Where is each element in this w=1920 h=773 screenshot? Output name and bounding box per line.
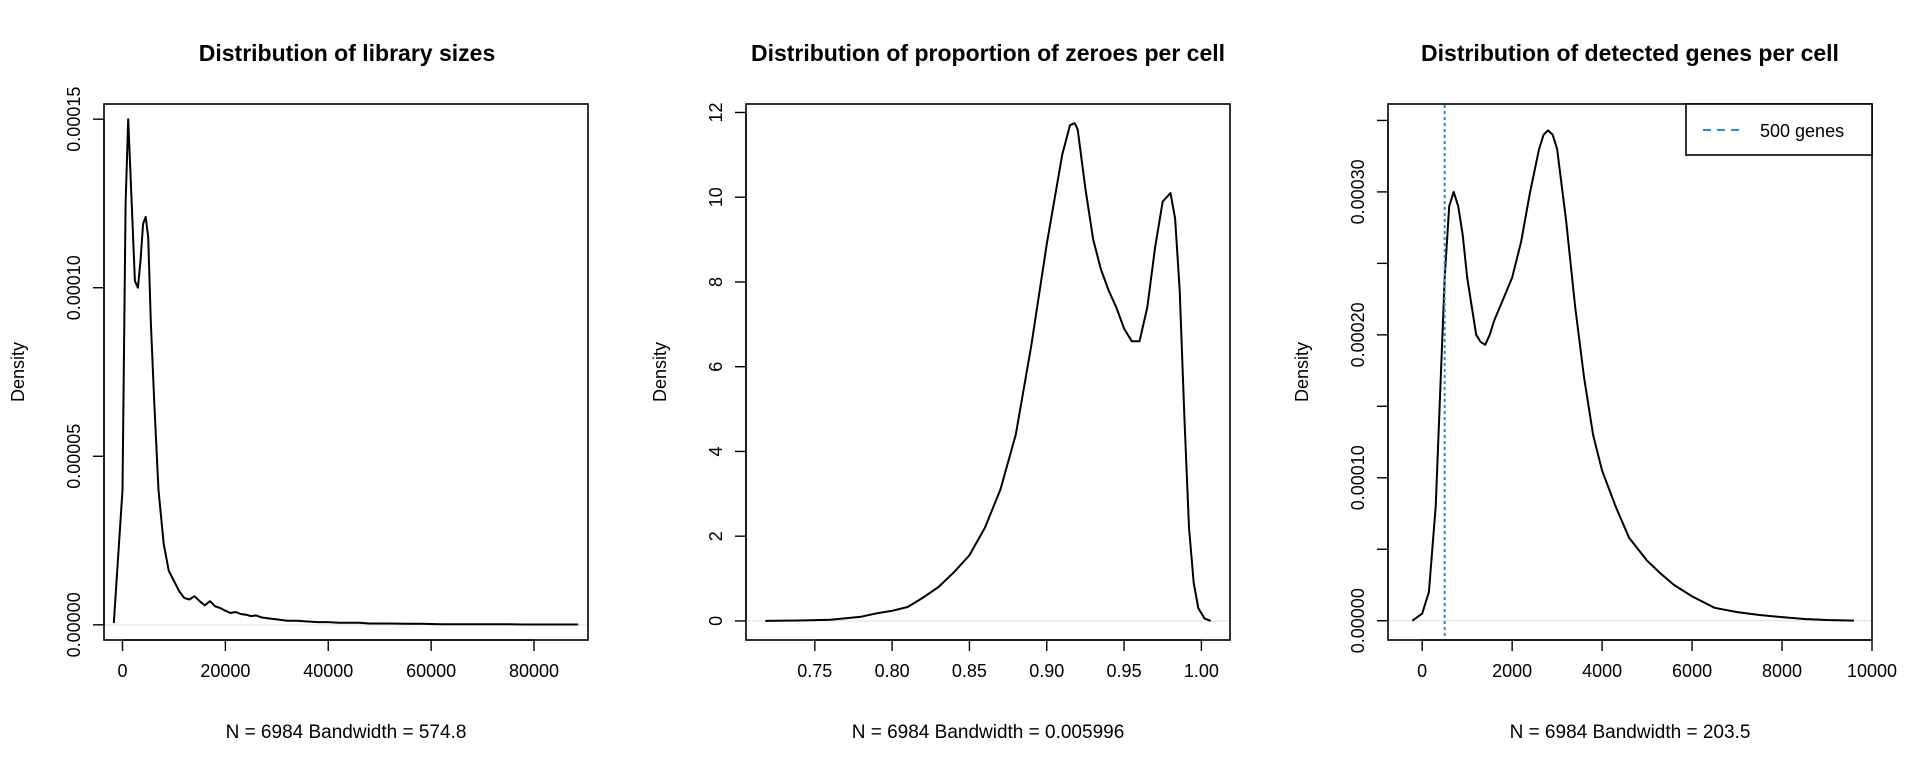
x-tick-label: 0.75 — [797, 661, 832, 681]
y-axis-label: Density — [1292, 342, 1312, 402]
x-tick-label: 0 — [118, 661, 128, 681]
y-tick-label: 0.00015 — [64, 87, 84, 152]
y-tick-label: 4 — [706, 446, 726, 456]
y-tick-label: 2 — [706, 531, 726, 541]
x-axis: 0 20000 40000 60000 80000 — [118, 639, 559, 681]
legend-label: 500 genes — [1760, 121, 1844, 141]
x-tick-label: 6000 — [1672, 661, 1712, 681]
y-tick-label: 10 — [706, 187, 726, 207]
y-tick-label: 0.00030 — [1348, 159, 1368, 224]
x-tick-label: 40000 — [303, 661, 353, 681]
plot-area — [1389, 105, 1871, 639]
x-tick-label: 20000 — [200, 661, 250, 681]
y-tick-label: 12 — [706, 102, 726, 122]
panel-detected-genes: Distribution of detected genes per cell … — [1292, 40, 1897, 743]
plot-area — [747, 122, 1229, 622]
y-tick-label: 0.00020 — [1348, 302, 1368, 367]
y-tick-label: 0.00005 — [64, 424, 84, 489]
y-axis: 0.00000 0.00010 0.00020 0.00030 — [1348, 119, 1389, 653]
y-tick-label: 0.00010 — [1348, 445, 1368, 510]
y-tick-label: 0.00000 — [64, 592, 84, 657]
x-axis: 0 2000 4000 6000 8000 10000 — [1417, 639, 1897, 681]
panel-library-sizes: Distribution of library sizes 0 20000 4000… — [8, 40, 589, 743]
density-curve — [112, 118, 579, 626]
x-tick-label: 60000 — [406, 661, 456, 681]
chart-title: Distribution of proportion of zeroes per… — [751, 40, 1225, 66]
plot-frame — [103, 103, 589, 641]
density-curve — [765, 122, 1212, 622]
x-tick-label: 0.85 — [952, 661, 987, 681]
x-tick-label: 0.95 — [1107, 661, 1142, 681]
plot-frame — [1387, 103, 1873, 641]
panel-proportion-zeroes: Distribution of proportion of zeroes per… — [650, 40, 1231, 743]
x-tick-label: 0.80 — [875, 661, 910, 681]
y-axis-label: Density — [650, 342, 670, 402]
x-axis-label: N = 6984 Bandwidth = 574.8 — [226, 722, 467, 743]
density-curve — [1411, 129, 1855, 622]
x-tick-label: 8000 — [1762, 661, 1802, 681]
y-axis: 0.00000 0.00005 0.00010 0.00015 — [64, 87, 105, 657]
legend: 500 genes — [1685, 103, 1873, 156]
x-tick-label: 1.00 — [1184, 661, 1219, 681]
x-axis-label: N = 6984 Bandwidth = 0.005996 — [852, 722, 1125, 743]
x-axis-label: N = 6984 Bandwidth = 203.5 — [1510, 722, 1751, 743]
x-axis: 0.75 0.80 0.85 0.90 0.95 1.00 — [797, 639, 1219, 681]
y-tick-label: 8 — [706, 277, 726, 287]
x-tick-label: 0.90 — [1029, 661, 1064, 681]
chart-title: Distribution of detected genes per cell — [1421, 40, 1839, 66]
chart-title: Distribution of library sizes — [199, 40, 496, 66]
y-tick-label: 0.00000 — [1348, 588, 1368, 653]
y-axis-label: Density — [8, 342, 28, 402]
y-axis: 0 2 4 6 8 10 12 — [706, 102, 747, 626]
y-tick-label: 6 — [706, 362, 726, 372]
x-tick-label: 4000 — [1582, 661, 1622, 681]
x-tick-label: 2000 — [1492, 661, 1532, 681]
x-tick-label: 80000 — [509, 661, 559, 681]
plot-frame — [745, 103, 1231, 641]
x-tick-label: 10000 — [1847, 661, 1897, 681]
y-tick-label: 0 — [706, 616, 726, 626]
plot-area — [105, 118, 587, 626]
y-tick-label: 0.00010 — [64, 255, 84, 320]
x-tick-label: 0 — [1417, 661, 1427, 681]
